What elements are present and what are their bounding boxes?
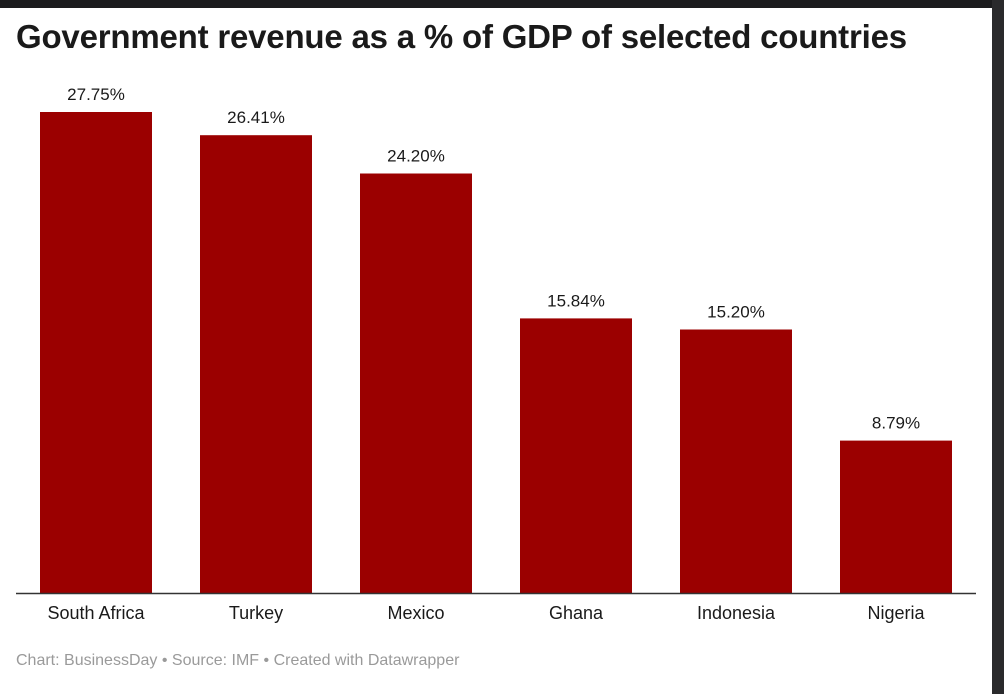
window-edge — [992, 0, 1004, 694]
x-tick-label: Indonesia — [697, 603, 776, 623]
bar-indonesia — [680, 329, 792, 593]
footer-created-with: Created with Datawrapper — [273, 652, 460, 669]
x-tick-label: Nigeria — [867, 603, 925, 623]
bar-nigeria — [840, 440, 952, 593]
data-label: 8.79% — [872, 414, 920, 433]
bar-turkey — [200, 135, 312, 593]
footer-source: Source: IMF — [171, 652, 260, 669]
data-label: 15.20% — [707, 303, 765, 322]
data-label: 26.41% — [227, 108, 285, 127]
bar-mexico — [360, 173, 472, 593]
bar-ghana — [520, 318, 632, 593]
data-label: 15.84% — [547, 291, 605, 310]
chart-footer: Chart: BusinessDay • Source: IMF • Creat… — [16, 652, 459, 670]
x-tick-label: Turkey — [229, 603, 283, 623]
data-label: 27.75% — [67, 85, 125, 104]
chart-title: Government revenue as a % of GDP of sele… — [16, 18, 907, 55]
x-tick-label: Ghana — [549, 603, 604, 623]
x-tick-label: South Africa — [47, 603, 145, 623]
footer-separator: • — [161, 652, 168, 669]
bar-south-africa — [40, 112, 152, 593]
x-tick-label: Mexico — [387, 603, 444, 623]
footer-separator: • — [263, 652, 270, 669]
footer-chart-credit: Chart: BusinessDay — [16, 652, 158, 669]
data-label: 24.20% — [387, 147, 445, 166]
chart-frame — [0, 8, 992, 694]
